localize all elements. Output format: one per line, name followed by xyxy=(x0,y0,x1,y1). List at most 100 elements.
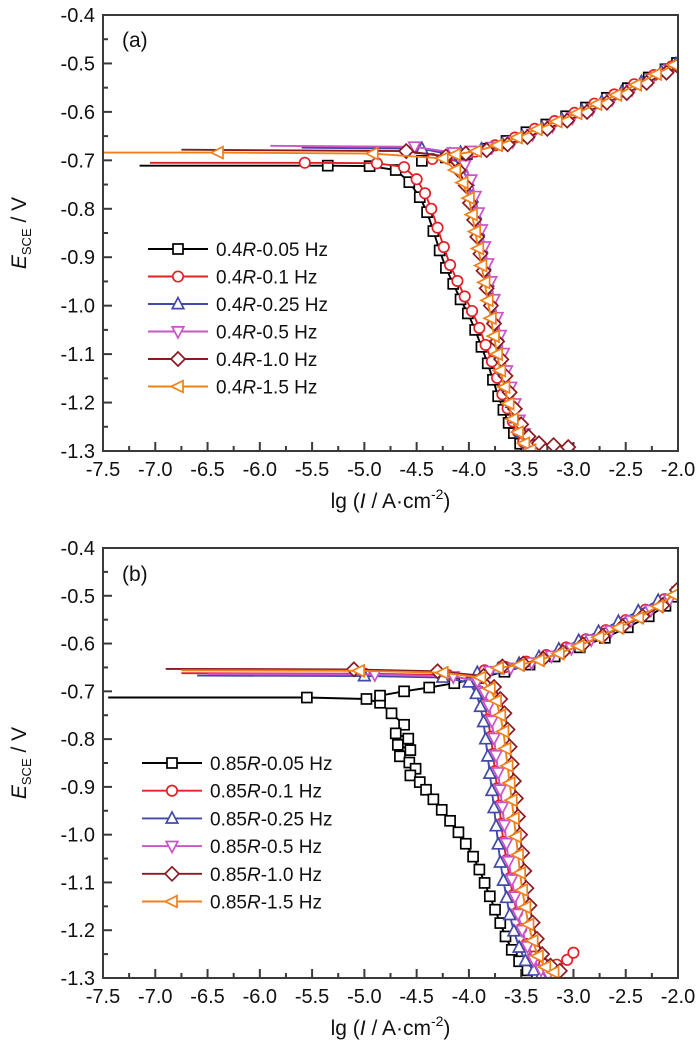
marker-square xyxy=(360,693,373,705)
marker-triangle-left xyxy=(491,363,507,378)
marker-triangle-down xyxy=(484,715,500,730)
x-tick-label: -2.0 xyxy=(661,459,695,481)
marker-triangle-left xyxy=(510,657,525,673)
marker-circle xyxy=(451,274,464,288)
marker-triangle-left xyxy=(511,865,526,881)
marker-triangle-left xyxy=(495,379,511,395)
marker-square xyxy=(473,863,486,876)
x-tick-label: -7.5 xyxy=(86,459,120,481)
marker-triangle-up xyxy=(506,922,522,937)
marker-triangle-left xyxy=(607,87,623,103)
marker-triangle-left xyxy=(516,900,532,915)
y-tick-label: -0.7 xyxy=(61,681,95,703)
x-tick-label: -2.0 xyxy=(661,986,695,1008)
marker-triangle-up xyxy=(493,854,508,868)
legend-label: 0.4R-0.05 Hz xyxy=(216,240,328,261)
marker-square xyxy=(389,727,402,740)
legend-label: 0.85R-0.5 Hz xyxy=(210,837,322,858)
marker-square xyxy=(172,243,184,255)
marker-triangle-left xyxy=(460,190,475,206)
marker-triangle-up xyxy=(478,730,493,745)
marker-square xyxy=(427,793,440,806)
marker-square xyxy=(385,707,398,720)
legend-item-0.4R-0.1-Hz: 0.4R-0.1 Hz xyxy=(148,268,317,289)
marker-square xyxy=(402,732,415,745)
marker-triangle-left xyxy=(627,77,643,92)
marker-diamond xyxy=(163,865,181,883)
marker-square xyxy=(301,691,313,704)
legend-label: 0.85R-0.05 Hz xyxy=(210,754,333,775)
x-tick-label: -3.5 xyxy=(504,459,538,481)
x-tick-label: -3.0 xyxy=(556,986,590,1008)
marker-circle xyxy=(437,240,450,254)
marker-triangle-left xyxy=(499,396,515,411)
legend-label: 0.4R-0.5 Hz xyxy=(216,323,317,344)
marker-triangle-left xyxy=(550,646,565,661)
marker-triangle-left xyxy=(491,708,507,723)
x-tick-label: -2.5 xyxy=(608,459,642,481)
y-tick-label: -0.5 xyxy=(61,53,95,75)
marker-triangle-left xyxy=(508,130,523,145)
x-axis-title: lg (I / A·cm-2) xyxy=(331,1013,451,1040)
x-tick-label: -7.5 xyxy=(86,986,120,1008)
marker-triangle-left xyxy=(494,724,510,739)
series-0.85R-0.05-Hz xyxy=(108,590,678,978)
marker-triangle-up xyxy=(482,765,498,779)
y-tick-label: -1.1 xyxy=(61,344,95,366)
series-line xyxy=(484,590,678,672)
marker-triangle-left xyxy=(569,638,585,654)
legend-label: 0.85R-1.0 Hz xyxy=(210,865,322,886)
marker-triangle-up xyxy=(518,952,533,967)
legend-item-0.4R-1.0-Hz: 0.4R-1.0 Hz xyxy=(148,350,317,371)
y-tick-label: -1.3 xyxy=(61,441,95,463)
marker-triangle-up xyxy=(490,835,506,850)
marker-square xyxy=(489,903,501,916)
marker-triangle-down xyxy=(499,837,514,852)
marker-triangle-up xyxy=(488,817,504,832)
marker-circle xyxy=(465,304,479,318)
x-tick-label: -5.0 xyxy=(347,986,381,1008)
marker-triangle-down xyxy=(507,891,523,906)
y-tick-label: -0.9 xyxy=(61,777,95,799)
x-axis-title: lg (I / A·cm-2) xyxy=(331,486,451,513)
marker-triangle-left xyxy=(665,58,678,72)
panel-label: (b) xyxy=(122,563,148,586)
marker-triangle-down xyxy=(510,908,526,923)
x-tick-label: -5.0 xyxy=(347,459,381,481)
marker-triangle-left xyxy=(434,151,449,166)
marker-triangle-down xyxy=(495,801,510,816)
marker-triangle-left xyxy=(496,741,512,756)
marker-triangle-down xyxy=(497,819,512,834)
legend-item-0.85R-0.5-Hz: 0.85R-0.5 Hz xyxy=(142,837,322,858)
marker-triangle-left xyxy=(453,175,469,190)
marker-triangle-left xyxy=(505,811,520,826)
marker-triangle-up xyxy=(469,685,484,700)
marker-triangle-left xyxy=(509,424,524,440)
marker-circle xyxy=(410,173,423,186)
marker-square xyxy=(391,738,404,751)
x-tick-label: -3.0 xyxy=(556,459,590,481)
marker-circle xyxy=(425,202,438,215)
plot-frame xyxy=(102,547,679,979)
panel-a: -7.5 -7.0 -6.5 -6.0 -5.5 -5.0 -4.5 -4.0 -3.5 -3.0… xyxy=(8,5,695,513)
series-layer xyxy=(103,55,678,451)
marker-triangle-up xyxy=(461,674,477,688)
marker-triangle-left xyxy=(500,775,516,791)
marker-diamond xyxy=(545,436,562,451)
series-line xyxy=(379,595,678,697)
marker-triangle-left xyxy=(629,610,645,625)
y-tick-label: -0.8 xyxy=(61,199,95,221)
marker-triangle-up xyxy=(480,748,495,762)
marker-square xyxy=(423,681,436,694)
y-tick-label: -0.6 xyxy=(61,634,95,656)
marker-triangle-up xyxy=(476,713,491,728)
marker-circle xyxy=(479,338,492,351)
marker-triangle-left xyxy=(503,793,518,808)
legend-item-0.85R-0.05-Hz: 0.85R-0.05 Hz xyxy=(142,754,333,775)
marker-square xyxy=(483,890,496,903)
legend-label: 0.4R-1.5 Hz xyxy=(216,378,317,399)
marker-triangle-left xyxy=(466,224,482,239)
legend-item-0.4R-0.25-Hz: 0.4R-0.25 Hz xyxy=(148,295,328,316)
marker-square xyxy=(467,850,479,863)
